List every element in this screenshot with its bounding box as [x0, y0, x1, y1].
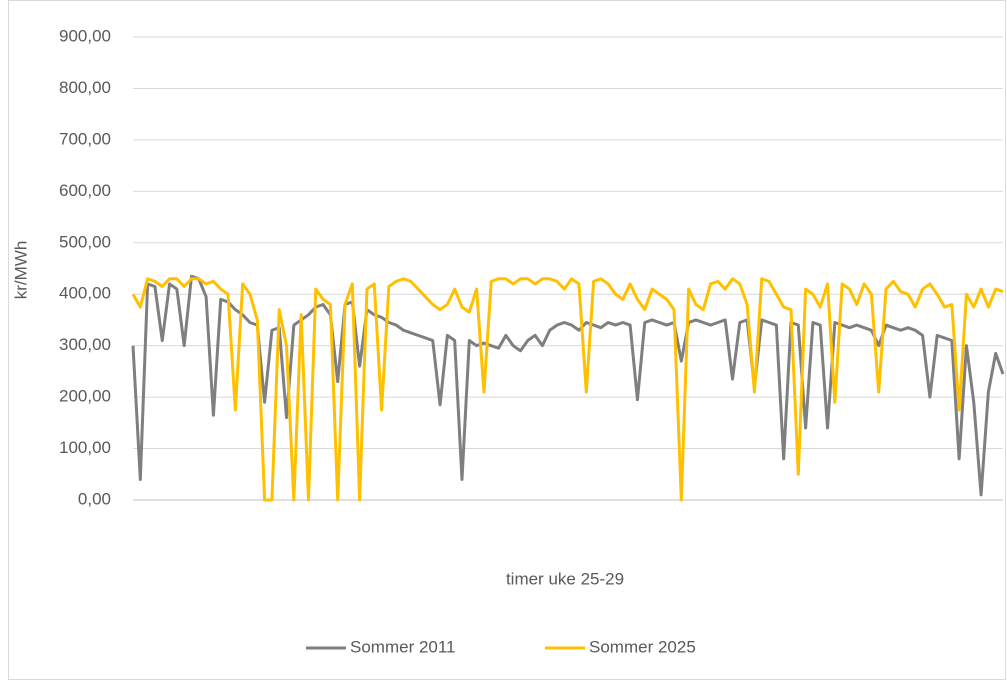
y-tick-label: 500,00 [59, 232, 111, 251]
legend-label: Sommer 2011 [350, 637, 456, 656]
y-tick-label: 900,00 [59, 26, 111, 45]
y-tick-label: 400,00 [59, 284, 111, 303]
y-tick-label: 800,00 [59, 78, 111, 97]
y-axis-label: kr/MWh [11, 241, 30, 300]
y-tick-label: 300,00 [59, 335, 111, 354]
y-tick-label: 600,00 [59, 181, 111, 200]
x-axis-label: timer uke 25-29 [506, 569, 624, 588]
y-tick-label: 0,00 [78, 489, 111, 508]
legend-label: Sommer 2025 [589, 637, 696, 656]
y-tick-label: 200,00 [59, 387, 111, 406]
data-line [131, 277, 1004, 502]
y-tick-label: 700,00 [59, 129, 111, 148]
y-tick-label: 100,00 [59, 438, 111, 457]
